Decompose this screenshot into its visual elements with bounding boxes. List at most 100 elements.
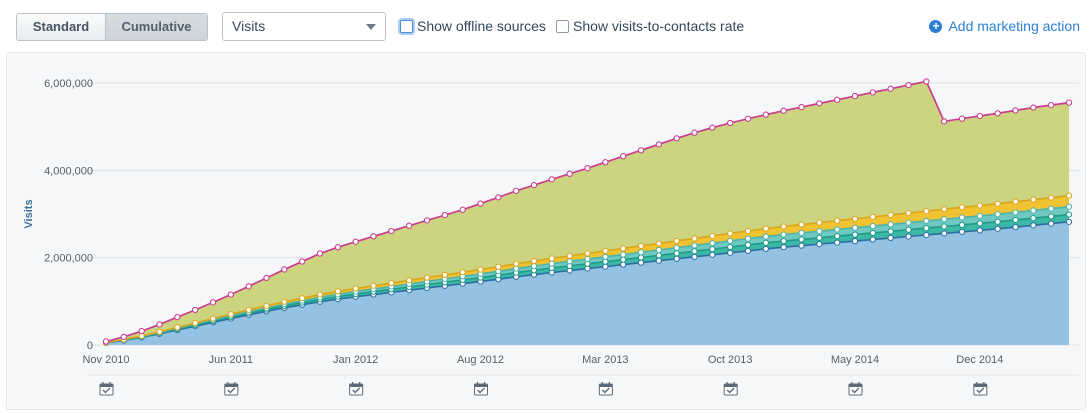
data-point xyxy=(548,255,555,262)
data-point xyxy=(1030,222,1037,229)
data-point xyxy=(655,257,662,264)
series-area xyxy=(106,214,1069,343)
data-point xyxy=(1030,215,1037,222)
data-point xyxy=(709,124,716,131)
data-point xyxy=(834,226,841,233)
calendar-header xyxy=(724,384,738,387)
data-point xyxy=(1048,194,1055,201)
data-point xyxy=(548,260,555,267)
data-point xyxy=(1030,207,1037,214)
cumulative-button[interactable]: Cumulative xyxy=(106,14,207,40)
data-point xyxy=(423,217,431,224)
data-point xyxy=(1065,99,1073,106)
data-point xyxy=(1048,213,1055,220)
data-point xyxy=(620,153,627,160)
data-point xyxy=(1012,216,1019,224)
chart-panel: 0 2,000,000 4,000,000 6,000,000 Visits Nov 20… xyxy=(6,52,1086,410)
data-point xyxy=(762,225,769,232)
data-point xyxy=(727,237,734,244)
show-offline-sources-checkbox[interactable]: Show offline sources xyxy=(400,18,546,34)
check-mark xyxy=(102,387,111,394)
data-point xyxy=(923,225,930,232)
data-point xyxy=(780,244,787,251)
data-point xyxy=(691,235,698,242)
data-point xyxy=(976,227,983,234)
data-point xyxy=(1048,101,1055,109)
data-point xyxy=(1030,104,1037,111)
data-point xyxy=(798,104,805,111)
data-point xyxy=(923,78,930,85)
calendar-header xyxy=(973,384,987,387)
data-point xyxy=(762,239,769,246)
data-point xyxy=(994,110,1001,117)
data-point xyxy=(566,252,573,259)
data-point xyxy=(887,221,894,228)
x-tick-label: Nov 2010 xyxy=(82,354,129,366)
data-point xyxy=(798,242,805,249)
data-point xyxy=(566,258,573,265)
data-point xyxy=(620,251,627,258)
show-visits-to-contacts-rate-label: Show visits-to-contacts rate xyxy=(573,18,745,34)
data-point xyxy=(245,306,252,314)
standard-button[interactable]: Standard xyxy=(17,14,106,40)
show-visits-to-contacts-rate-checkbox[interactable]: Show visits-to-contacts rate xyxy=(556,18,744,34)
data-point xyxy=(958,228,966,236)
x-tick-label: May 2014 xyxy=(831,354,879,366)
data-point xyxy=(691,253,698,260)
data-point xyxy=(816,219,823,226)
data-point xyxy=(316,291,324,298)
data-point xyxy=(691,248,698,255)
data-point xyxy=(637,242,645,250)
add-marketing-action-button[interactable]: + Add marketing action xyxy=(929,18,1080,34)
data-point xyxy=(602,159,609,166)
data-point xyxy=(1048,205,1055,212)
data-point xyxy=(192,306,199,314)
x-tick-label: Jan 2012 xyxy=(333,354,378,366)
data-point xyxy=(905,226,912,233)
data-point xyxy=(780,237,787,245)
data-point xyxy=(1012,198,1019,205)
data-point xyxy=(513,260,520,267)
data-point xyxy=(245,283,252,290)
data-point xyxy=(941,118,948,125)
data-point xyxy=(548,176,555,183)
data-point xyxy=(655,246,662,254)
data-point xyxy=(334,244,341,251)
data-point xyxy=(744,115,752,122)
data-point xyxy=(869,213,876,220)
data-point xyxy=(869,222,876,230)
data-point xyxy=(673,135,680,142)
data-point xyxy=(976,112,983,120)
x-tick-label: Jun 2011 xyxy=(209,354,253,366)
y-tick-label: 0 xyxy=(87,340,93,352)
x-tick-label: Aug 2012 xyxy=(457,354,504,366)
data-point xyxy=(263,274,270,282)
data-point xyxy=(673,237,680,245)
data-point xyxy=(834,217,841,224)
check-mark xyxy=(976,387,985,394)
data-point xyxy=(316,250,324,257)
data-point xyxy=(744,235,752,242)
checkbox-box[interactable] xyxy=(400,19,413,33)
chart-toolbar: Standard Cumulative Visits Show offline … xyxy=(0,0,1091,52)
data-point xyxy=(370,233,377,240)
data-point xyxy=(334,288,341,295)
data-point xyxy=(1065,192,1073,199)
data-point xyxy=(637,254,645,261)
data-point xyxy=(958,115,966,122)
data-point xyxy=(530,262,538,270)
checkbox-box[interactable] xyxy=(556,19,569,33)
data-point xyxy=(851,215,859,222)
data-point xyxy=(958,221,966,228)
data-point xyxy=(441,211,448,219)
data-point xyxy=(941,230,948,237)
data-point xyxy=(174,324,181,331)
data-point xyxy=(566,170,573,177)
series-area xyxy=(106,206,1069,343)
metric-select[interactable]: Visits xyxy=(222,12,386,41)
data-point xyxy=(227,311,234,318)
check-mark xyxy=(477,387,485,394)
data-point xyxy=(691,242,698,249)
data-point xyxy=(602,263,609,270)
data-point xyxy=(976,212,983,219)
